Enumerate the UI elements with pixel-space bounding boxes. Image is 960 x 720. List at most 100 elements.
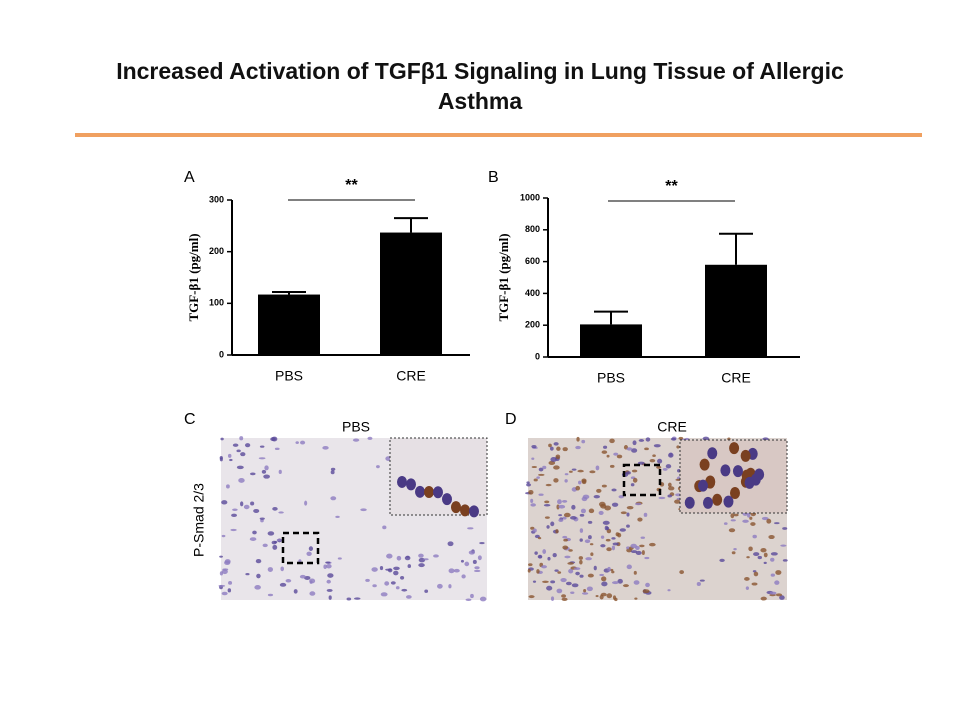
cell [570,516,577,520]
y-tick-label: 200 [525,320,540,330]
cell [607,566,611,572]
cell [588,508,595,514]
cell [542,549,547,555]
cell [752,534,757,539]
cell [260,518,264,523]
cell [606,593,613,599]
cell [386,553,393,559]
cell [649,458,656,463]
cell [637,517,643,522]
cell [600,544,606,548]
row-label: P-Smad 2/3 [191,483,207,557]
cell [406,595,412,599]
cell [612,595,617,600]
cell [546,585,553,591]
cell [782,527,788,530]
cell [259,445,265,448]
cell [585,557,592,561]
cell [635,502,642,506]
cell [622,584,629,588]
bar [580,324,642,357]
cell [464,561,470,567]
cell [565,581,572,586]
cell [528,563,533,567]
cell [606,454,610,458]
cell [644,556,650,560]
cell [730,519,736,522]
cell [263,474,270,479]
cell [639,544,645,548]
cell [601,484,607,488]
cell [534,551,538,555]
cell [382,525,387,530]
cell [766,518,772,524]
cell [538,473,545,476]
cell [563,538,568,542]
cell [467,527,474,530]
bar [380,232,442,355]
cell [581,496,588,502]
cell [601,450,608,454]
cell [328,595,332,600]
cell [272,544,278,550]
cell [530,503,536,507]
cell [601,581,608,587]
cell [613,452,619,456]
cell [564,479,568,483]
cell [638,439,645,442]
cell [598,510,604,515]
cell [264,465,269,471]
cell [658,496,666,500]
cell [232,443,239,447]
cell [633,580,640,585]
cell [536,569,540,574]
cell [558,504,566,509]
cell [603,445,608,449]
cell [760,547,767,553]
cell [612,542,619,546]
cell [546,525,550,529]
cell [550,521,555,527]
cell [578,556,583,560]
cell [612,581,619,585]
nucleus [720,464,731,477]
cell [609,438,615,444]
cell [255,559,262,564]
cell [479,596,487,602]
cell [555,529,559,534]
nucleus [469,505,479,518]
cell [611,488,617,492]
cell [580,508,586,514]
cell [630,483,635,487]
panel-letter: C [184,411,196,428]
cell [579,528,584,533]
cell [424,589,429,593]
cell [309,580,313,584]
cell [221,500,228,505]
cell [545,483,552,487]
cell [407,564,412,569]
cell [630,550,638,554]
cell [526,481,530,484]
cell [587,520,593,524]
nucleus [442,493,452,506]
cell [530,526,535,530]
cell [626,564,632,570]
nucleus [702,496,713,509]
cell [571,583,579,588]
cell [218,584,226,587]
cell [322,446,329,450]
cell [634,597,638,600]
cell [479,541,485,545]
nucleus [723,495,734,508]
cell [589,470,596,474]
nucleus [712,493,723,506]
cell [259,517,265,520]
cell [556,504,560,510]
cell [293,589,298,594]
cell [544,500,550,504]
cell [306,551,312,556]
cell [532,528,537,533]
cell [536,476,540,479]
cell [770,557,775,562]
